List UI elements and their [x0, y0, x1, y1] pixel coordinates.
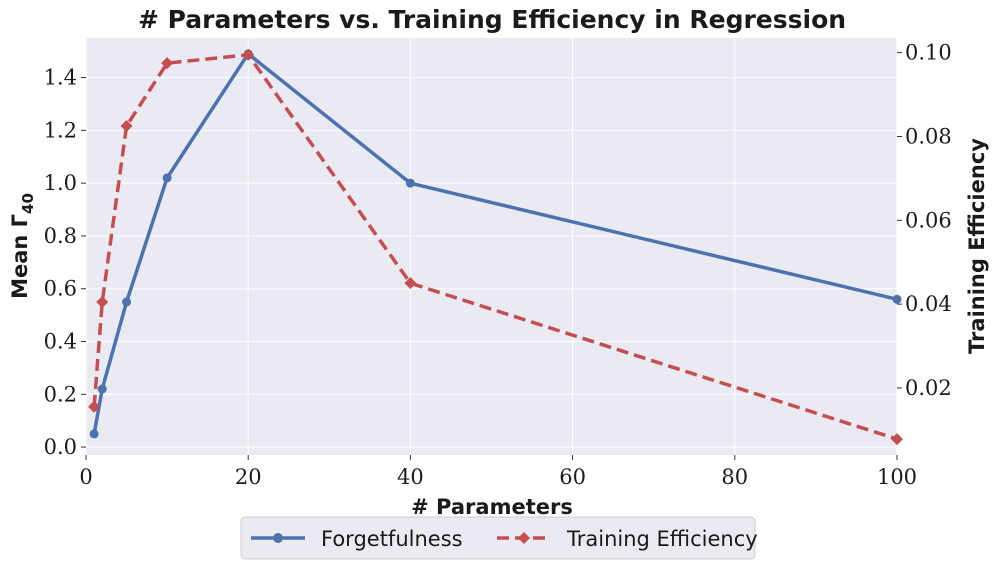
data-point-training-efficiency-5	[404, 277, 417, 290]
data-point-forgetfulness-0	[89, 429, 99, 439]
x-tick-label-2: 40	[397, 465, 424, 489]
x-tick-label-4: 80	[721, 465, 748, 489]
data-point-forgetfulness-3	[162, 173, 172, 183]
y-axis-label-left-subscript: 40	[19, 193, 37, 214]
legend-label-forgetfulness: Forgetfulness	[321, 527, 463, 551]
y-left-tick-label-3: 0.6	[44, 277, 77, 301]
y-right-tick-label-1: 0.04	[905, 292, 952, 316]
grid	[85, 38, 898, 455]
chart-title: # Parameters vs. Training Efficiency in …	[138, 5, 846, 34]
y-left-tick-label-1: 0.2	[44, 382, 77, 406]
data-point-training-efficiency-4	[242, 48, 255, 61]
y-axis-label-right: Training Efficiency	[965, 138, 989, 354]
y-left-tick-label-2: 0.4	[44, 330, 77, 354]
legend-marker-forgetfulness	[273, 533, 283, 543]
data-point-training-efficiency-2	[120, 120, 133, 133]
y-right-tick-label-2: 0.06	[905, 208, 952, 232]
data-point-training-efficiency-6	[891, 433, 903, 446]
y-left-tick-label-5: 1.0	[44, 171, 77, 195]
y-axis-label-left-main: Mean Γ	[8, 214, 32, 299]
x-axis-label: # Parameters	[411, 495, 573, 519]
data-point-training-efficiency-0	[88, 400, 101, 413]
data-point-forgetfulness-1	[97, 384, 107, 394]
legend-marker-training-efficiency	[518, 532, 530, 544]
x-tick-label-3: 60	[559, 465, 586, 489]
data-point-training-efficiency-3	[161, 57, 174, 70]
legend: Forgetfulness Training Efficiency	[240, 516, 758, 560]
y-left-tick-label-6: 1.2	[44, 118, 77, 142]
x-tick-label-0: 0	[79, 465, 92, 489]
data-point-training-efficiency-1	[96, 296, 109, 309]
legend-label-training-efficiency: Training Efficiency	[566, 527, 758, 551]
series-layer	[88, 48, 903, 446]
plot-area	[86, 38, 897, 455]
y-axis-label-left: Mean Γ40	[8, 193, 37, 299]
y-left-tick-label-0: 0.0	[44, 435, 77, 459]
y-left-tick-label-7: 1.4	[44, 66, 77, 90]
x-tick-label-5: 100	[877, 465, 917, 489]
ticks: 0 20 40 60 80 100 0.0 0.2 0.4 0.6 0.8 1.0 1.2 1.4 0.02…	[44, 41, 952, 489]
data-point-forgetfulness-5	[405, 178, 415, 188]
x-tick-label-1: 20	[235, 465, 262, 489]
y-right-tick-label-3: 0.08	[905, 124, 952, 148]
data-point-forgetfulness-6	[892, 294, 902, 304]
y-right-tick-label-0: 0.02	[905, 376, 952, 400]
y-right-tick-label-4: 0.10	[905, 41, 952, 65]
data-point-forgetfulness-2	[122, 297, 132, 307]
y-left-tick-label-4: 0.8	[44, 224, 77, 248]
